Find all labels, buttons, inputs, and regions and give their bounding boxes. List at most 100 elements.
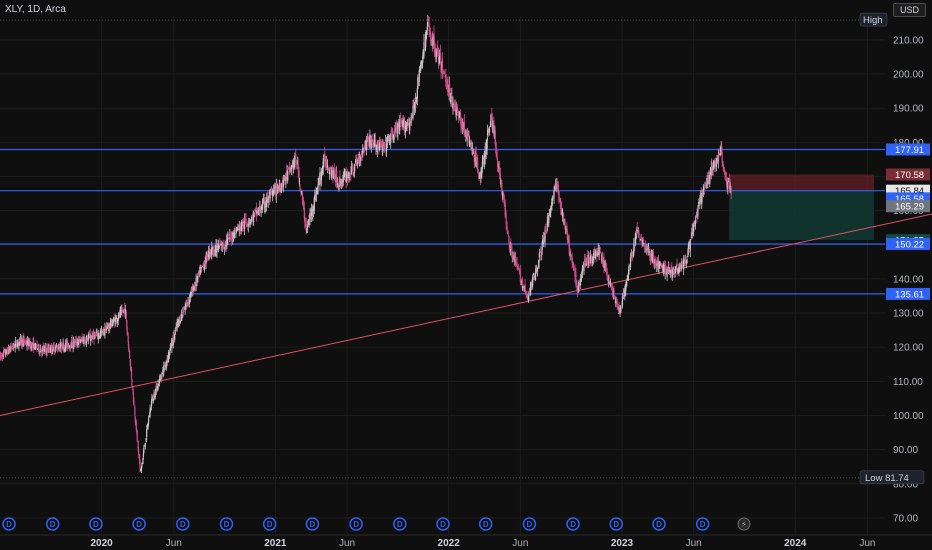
dividend-marker-circle[interactable] xyxy=(478,517,493,531)
candle-body xyxy=(575,272,577,285)
candle-body xyxy=(568,236,570,243)
candle-body xyxy=(294,156,296,168)
candle-body xyxy=(458,113,461,117)
candle-body xyxy=(714,161,716,168)
dividend-marker[interactable]: D xyxy=(436,517,450,531)
candle-body xyxy=(453,105,455,108)
candle-body xyxy=(691,228,693,234)
symbol-header[interactable]: XLY, 1D, Arca xyxy=(5,4,66,15)
candle-body xyxy=(162,371,164,374)
dividend-marker-circle[interactable] xyxy=(566,517,580,531)
dividend-marker[interactable]: D xyxy=(262,517,277,531)
dividend-marker-circle[interactable] xyxy=(176,517,190,531)
candle-body xyxy=(615,299,617,304)
candle-body xyxy=(156,384,158,391)
candle-body xyxy=(674,271,676,274)
candle-body xyxy=(89,333,91,340)
candle-body xyxy=(345,173,348,181)
dividend-marker[interactable]: D xyxy=(522,517,537,531)
candle-body xyxy=(30,343,32,349)
candle-body xyxy=(126,319,128,328)
event-markers[interactable]: D D D D D D D D D D D D D D D D D ⚡ xyxy=(2,517,751,531)
candle-body xyxy=(83,338,85,344)
earnings-marker-circle[interactable] xyxy=(737,517,751,531)
dividend-marker-letter: D xyxy=(526,520,532,529)
candle-body xyxy=(126,328,128,336)
y-tick-label: 110.00 xyxy=(893,377,923,388)
dividend-marker[interactable]: D xyxy=(132,517,146,531)
candle-body xyxy=(539,250,541,253)
candle-body xyxy=(312,208,314,211)
dividend-marker[interactable]: D xyxy=(176,517,190,531)
dividend-marker[interactable]: D xyxy=(609,517,624,531)
dividend-marker[interactable]: D xyxy=(349,517,363,531)
dividend-marker[interactable]: D xyxy=(566,517,580,531)
dividend-marker[interactable]: D xyxy=(652,517,666,531)
candle-body xyxy=(631,255,633,259)
candle-body xyxy=(392,137,394,139)
candle-body xyxy=(666,268,668,277)
candle-body xyxy=(52,345,54,351)
candle-body xyxy=(619,308,621,315)
candle-body xyxy=(591,258,593,261)
candle-body xyxy=(279,186,281,190)
take-profit-zone[interactable] xyxy=(729,190,875,241)
price-axis[interactable]: 70.00 80.00 90.00 100.00 110.00 120.00 130.00 1… xyxy=(893,35,924,524)
candle-body xyxy=(527,295,530,302)
candle-body xyxy=(420,60,422,66)
dividend-marker-circle[interactable] xyxy=(219,517,234,531)
candle-body xyxy=(138,454,141,464)
candle-body xyxy=(147,423,149,428)
dividend-marker-circle[interactable] xyxy=(2,517,16,531)
candle-body xyxy=(676,263,678,273)
candle-body xyxy=(416,88,418,99)
candle-body xyxy=(336,171,338,185)
dividend-marker-circle[interactable] xyxy=(695,517,710,531)
dividend-marker[interactable]: D xyxy=(695,517,710,531)
candle-body xyxy=(517,268,520,270)
high-tag-label: High xyxy=(863,15,883,26)
candle-body xyxy=(162,369,164,373)
dividend-marker[interactable]: D xyxy=(393,517,407,531)
stop-loss-zone[interactable] xyxy=(729,174,875,191)
trendline[interactable] xyxy=(0,213,932,416)
trendline-group[interactable] xyxy=(0,213,932,416)
dividend-marker[interactable]: D xyxy=(478,517,493,531)
dividend-marker-circle[interactable] xyxy=(132,517,146,531)
candle-body xyxy=(39,352,41,354)
dividend-marker-circle[interactable] xyxy=(89,517,103,531)
dividend-marker-letter: D xyxy=(93,520,99,529)
horizontal-levels[interactable] xyxy=(0,19,885,479)
candle-body xyxy=(140,466,143,472)
time-axis[interactable]: 2020 Jun 2021 Jun 2022 Jun 2023 Jun 2024 Jun xyxy=(0,534,932,549)
candle-body xyxy=(704,183,707,186)
dividend-marker-circle[interactable] xyxy=(305,517,320,531)
dividend-marker[interactable]: D xyxy=(2,517,16,531)
dividend-marker[interactable]: D xyxy=(305,517,320,531)
dividend-marker-circle[interactable] xyxy=(349,517,363,531)
candle-body xyxy=(374,139,376,144)
dividend-marker-circle[interactable] xyxy=(609,517,624,531)
dividend-marker[interactable]: D xyxy=(89,517,103,531)
dividend-marker[interactable]: D xyxy=(45,517,60,531)
dividend-marker-circle[interactable] xyxy=(652,517,666,531)
candle-body xyxy=(309,213,311,222)
dividend-marker-circle[interactable] xyxy=(436,517,450,531)
dividend-marker-circle[interactable] xyxy=(522,517,537,531)
dividend-marker-circle[interactable] xyxy=(262,517,277,531)
currency-selector[interactable]: USD xyxy=(892,3,926,17)
candle-body xyxy=(121,309,123,312)
earnings-marker[interactable]: ⚡ xyxy=(737,517,751,531)
candle-body xyxy=(426,26,428,30)
candle-body xyxy=(430,36,432,42)
candle-body xyxy=(344,174,346,177)
dividend-marker-circle[interactable] xyxy=(45,517,60,531)
candle-body xyxy=(415,97,417,102)
candle-body xyxy=(417,77,419,89)
dividend-marker-circle[interactable] xyxy=(393,517,407,531)
dividend-marker[interactable]: D xyxy=(219,517,234,531)
candle-body xyxy=(722,166,725,168)
candle-body xyxy=(340,180,342,184)
candle-body xyxy=(552,199,554,201)
